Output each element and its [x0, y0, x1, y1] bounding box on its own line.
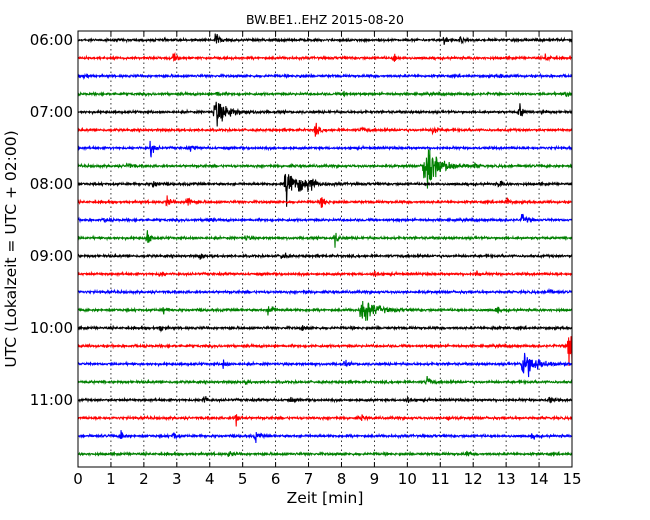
trace-0945 [77, 300, 573, 321]
x-tick-label: 4 [205, 470, 215, 488]
y-tick-label: 11:00 [30, 391, 73, 409]
trace-0900 [77, 252, 573, 260]
chart-title: BW.BE1..EHZ 2015-08-20 [246, 12, 404, 27]
trace-0730 [77, 140, 573, 158]
plot-frame [77, 30, 573, 468]
y-axis: 06:00 07:00 08:00 09:00 10:00 11:00 [30, 31, 572, 409]
y-tick-label: 10:00 [30, 319, 73, 337]
x-tick-label: 8 [337, 470, 347, 488]
x-tick-label: 11 [431, 470, 450, 488]
x-tick-label: 15 [562, 470, 581, 488]
trace-0615 [77, 51, 573, 62]
trace-0845 [77, 230, 573, 248]
x-tick-label: 10 [398, 470, 417, 488]
trace-1145 [77, 450, 573, 458]
x-tick-label: 6 [271, 470, 281, 488]
x-axis-label: Zeit [min] [287, 489, 364, 507]
x-tick-label: 9 [370, 470, 380, 488]
y-tick-label: 09:00 [30, 247, 73, 265]
x-tick-label: 3 [172, 470, 182, 488]
trace-1100 [77, 396, 573, 404]
x-tick-label: 0 [73, 470, 83, 488]
trace-0645 [77, 90, 573, 98]
trace-0745 [77, 149, 573, 189]
trace-0700 [77, 101, 573, 127]
x-tick-label: 1 [106, 470, 116, 488]
trace-0830 [77, 213, 573, 224]
y-axis-label: UTC (Lokalzeit = UTC + 02:00) [2, 130, 20, 367]
x-tick-label: 13 [497, 470, 516, 488]
trace-1015 [77, 336, 573, 367]
x-tick-label: 2 [139, 470, 149, 488]
x-axis: 0 1 2 3 4 5 6 7 8 9 10 11 12 13 14 15 [73, 31, 582, 488]
x-tick-label: 14 [530, 470, 549, 488]
x-tick-label: 12 [464, 470, 483, 488]
trace-0630 [77, 72, 573, 80]
x-tick-label: 7 [304, 470, 314, 488]
y-tick-label: 06:00 [30, 31, 73, 49]
seismogram-traces [77, 33, 573, 458]
trace-1000 [77, 324, 573, 333]
y-tick-label: 07:00 [30, 103, 73, 121]
trace-0800 [77, 173, 573, 207]
trace-0715 [77, 122, 573, 137]
trace-1030 [77, 352, 573, 378]
trace-1115 [77, 414, 573, 427]
y-tick-label: 08:00 [30, 175, 73, 193]
vertical-grid [110, 31, 540, 467]
trace-0600 [77, 33, 573, 45]
trace-0915 [77, 270, 573, 278]
trace-0930 [77, 287, 573, 296]
x-tick-label: 5 [238, 470, 248, 488]
trace-1130 [77, 430, 573, 443]
trace-0815 [77, 195, 573, 208]
trace-1045 [77, 376, 573, 386]
